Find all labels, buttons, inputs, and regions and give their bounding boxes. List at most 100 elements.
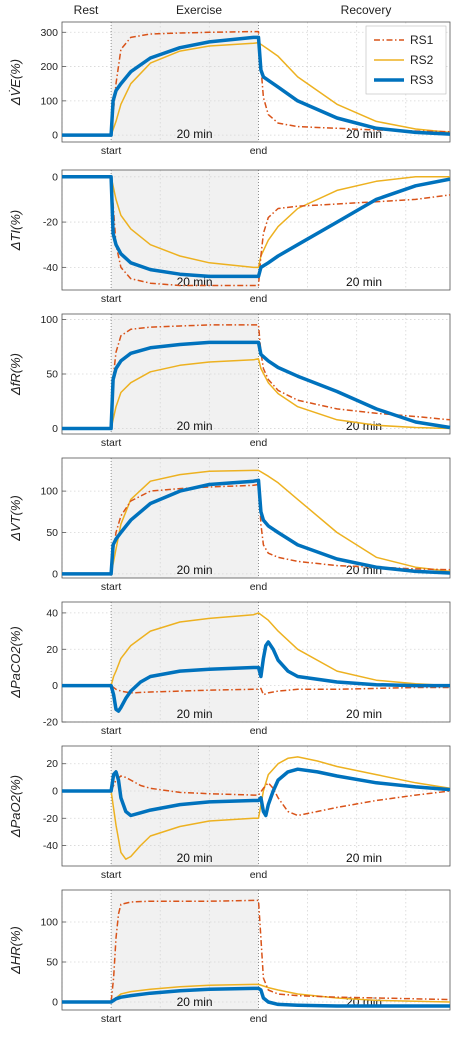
y-tick-label: 300 [40, 27, 58, 39]
duration-label-exercise: 20 min [177, 707, 213, 721]
legend-label-rs2: RS2 [410, 53, 434, 67]
y-axis-label: ΔHR(%) [8, 926, 23, 975]
legend-label-rs3: RS3 [410, 73, 434, 87]
axes-box [61, 889, 451, 1011]
phase-label-exercise: Exercise [176, 3, 222, 17]
y-tick-label: 20 [46, 758, 58, 770]
duration-label-recovery: 20 min [346, 707, 382, 721]
y-tick-label: -40 [43, 262, 58, 274]
y-axis-label: ΔPaO2(%) [8, 775, 23, 838]
y-tick-label: -40 [43, 840, 58, 852]
x-tick-label-start: start [101, 581, 122, 593]
phase-label-recovery: Recovery [341, 3, 392, 17]
series-line-rs1 [62, 324, 451, 430]
duration-label-recovery: 20 min [346, 275, 382, 289]
series-line-rs2 [62, 357, 451, 430]
y-axis-label: ΔTI(%) [8, 210, 23, 252]
exercise-shading [111, 170, 259, 290]
y-tick-label: 0 [52, 997, 58, 1009]
duration-label-exercise: 20 min [177, 563, 213, 577]
series-line-rs2 [62, 612, 451, 687]
series-line-rs1 [62, 899, 451, 1003]
x-tick-label-start: start [101, 869, 122, 881]
x-tick-label-start: start [101, 725, 122, 737]
exercise-shading [111, 602, 259, 722]
y-tick-label: -20 [43, 717, 58, 729]
y-tick-label: 0 [52, 171, 58, 183]
duration-label-exercise: 20 min [177, 851, 213, 865]
series-line-rs1 [62, 30, 451, 136]
series-line-rs2 [62, 756, 451, 860]
series-line-rs3 [62, 35, 451, 137]
y-tick-label: 0 [52, 423, 58, 435]
duration-label-exercise: 20 min [177, 995, 213, 1009]
axes-box [61, 457, 451, 579]
y-tick-label: 50 [46, 527, 58, 539]
x-tick-label-start: start [101, 145, 122, 157]
duration-label-exercise: 20 min [177, 419, 213, 433]
x-tick-label-end: end [250, 293, 268, 305]
y-tick-label: 200 [40, 61, 58, 73]
y-axis-label: ΔVT(%) [8, 495, 23, 542]
y-tick-label: 0 [52, 786, 58, 798]
x-tick-label-end: end [250, 869, 268, 881]
y-tick-label: 100 [40, 95, 58, 107]
y-tick-label: 0 [52, 680, 58, 692]
y-tick-label: 50 [46, 369, 58, 381]
series-line-rs3 [62, 986, 450, 1008]
legend: RS1 RS2 RS3 [365, 25, 447, 95]
series-line-rs1 [62, 483, 451, 575]
series-line-rs2 [62, 41, 451, 136]
x-tick-label-end: end [250, 1013, 268, 1025]
y-tick-label: -20 [43, 217, 58, 229]
panel-5: -20 0 20 40 start end 20 min 20 min ΔPaCO2(%) [8, 601, 451, 737]
series-line-rs2 [62, 469, 451, 575]
y-tick-label: 100 [40, 917, 58, 929]
y-tick-label: 100 [40, 314, 58, 326]
y-axis-label: ΔfR(%) [8, 353, 23, 396]
series-line-rs2 [62, 983, 451, 1003]
y-tick-label: 0 [52, 130, 58, 142]
exercise-shading [111, 314, 259, 434]
exercise-shading [111, 22, 259, 142]
axes-box [61, 601, 451, 723]
y-tick-label: -20 [43, 813, 58, 825]
x-tick-label-start: start [101, 293, 122, 305]
y-tick-label: 0 [52, 568, 58, 580]
x-tick-label-end: end [250, 725, 268, 737]
axes-box [61, 745, 451, 867]
series-line-rs3 [62, 767, 451, 818]
duration-label-recovery: 20 min [346, 851, 382, 865]
x-tick-label-end: end [250, 581, 268, 593]
phase-label-rest: Rest [74, 3, 99, 17]
y-axis-label: ΔV̇E(%) [8, 59, 23, 106]
series-line-rs2 [62, 176, 450, 269]
y-tick-label: 20 [46, 644, 58, 656]
series-line-rs1 [62, 775, 451, 817]
y-tick-label: 100 [40, 486, 58, 498]
x-tick-label-start: start [101, 437, 122, 449]
series-line-rs3 [62, 340, 451, 431]
axes-box [61, 169, 451, 291]
panel-6: -40 -20 0 20 start end 20 min 20 min ΔPaO2(%) [8, 745, 451, 881]
series-line-rs3 [62, 478, 451, 576]
y-tick-label: 40 [46, 607, 58, 619]
axes-box [61, 21, 451, 143]
exercise-shading [111, 746, 259, 866]
series-line-rs3 [62, 175, 451, 279]
x-tick-label-start: start [101, 1013, 122, 1025]
x-tick-label-end: end [250, 437, 268, 449]
y-tick-label: 50 [46, 957, 58, 969]
phase-header: Rest Exercise Recovery [74, 3, 392, 17]
y-axis-label: ΔPaCO2(%) [8, 626, 23, 699]
series-line-rs3 [62, 640, 450, 713]
legend-label-rs1: RS1 [410, 33, 434, 47]
duration-label-exercise: 20 min [177, 127, 213, 141]
